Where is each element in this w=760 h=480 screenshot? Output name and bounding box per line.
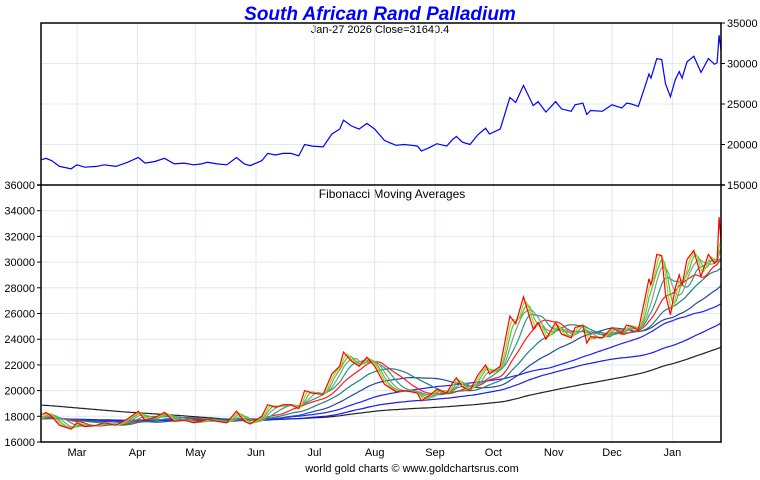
x-tick-label-apr: Apr xyxy=(129,447,146,459)
upper-y-tick-label: 20000 xyxy=(727,140,758,152)
ma-line-144 xyxy=(41,322,722,421)
plot-frame xyxy=(40,22,722,443)
x-tick-label-jan: Jan xyxy=(663,447,681,459)
x-tick-label-oct: Oct xyxy=(485,447,502,459)
chart-title: South African Rand Palladium xyxy=(244,4,516,25)
close-price-line xyxy=(40,35,722,170)
x-tick-label-may: May xyxy=(185,447,206,459)
ma-line-34 xyxy=(41,267,722,426)
x-tick-label-aug: Aug xyxy=(365,447,385,459)
ma-line-13 xyxy=(41,257,722,427)
footer-credit: world gold charts © www.goldchartsrus.co… xyxy=(304,463,519,475)
lower-y-tick-label: 24000 xyxy=(4,334,35,346)
lower-y-tick-label: 34000 xyxy=(4,206,35,218)
lower-y-tick-label: 22000 xyxy=(4,360,35,372)
x-tick-label-jun: Jun xyxy=(247,447,265,459)
x-tick-label-sep: Sep xyxy=(425,447,445,459)
lower-y-tick-label: 36000 xyxy=(4,180,35,192)
lower-y-tick-label: 16000 xyxy=(4,437,35,449)
lower-y-tick-label: 28000 xyxy=(4,283,35,295)
lower-price-line xyxy=(40,217,722,430)
upper-y-tick-label: 35000 xyxy=(727,18,758,30)
ma-line-55 xyxy=(41,285,722,423)
x-tick-label-mar: Mar xyxy=(68,447,87,459)
lower-y-tick-label: 26000 xyxy=(4,309,35,321)
upper-y-tick-label: 15000 xyxy=(727,180,758,192)
x-tick-label-jul: Jul xyxy=(307,447,321,459)
lower-panel-title: Fibonacci Moving Averages xyxy=(319,187,466,201)
lower-y-tick-label: 18000 xyxy=(4,411,35,423)
lower-y-tick-label: 30000 xyxy=(4,257,35,269)
ma-line-21 xyxy=(41,259,722,427)
lower-y-tick-label: 20000 xyxy=(4,386,35,398)
ma-line-233 xyxy=(41,346,722,421)
ma-line-5 xyxy=(41,248,722,429)
lower-y-tick-label: 32000 xyxy=(4,231,35,243)
upper-y-tick-label: 25000 xyxy=(727,99,758,111)
x-tick-label-dec: Dec xyxy=(602,447,622,459)
chart-subtitle: Jan-27 2026 Close=31640.4 xyxy=(311,24,450,36)
x-tick-label-nov: Nov xyxy=(544,447,564,459)
upper-y-tick-label: 30000 xyxy=(727,59,758,71)
